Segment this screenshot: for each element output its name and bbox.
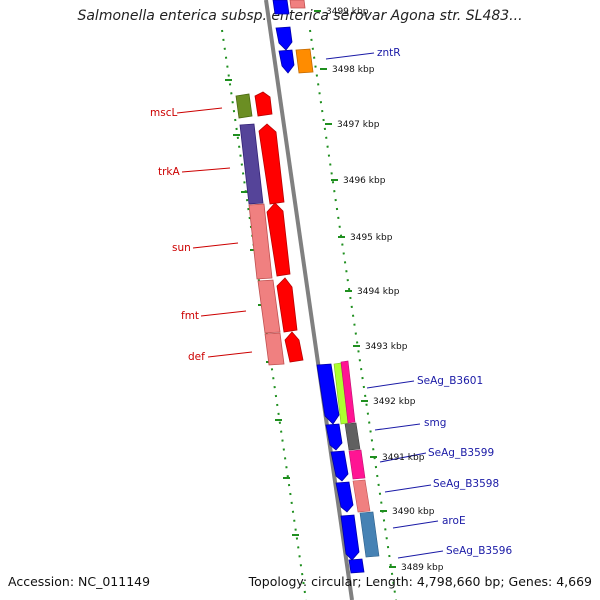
gene-label[interactable]: trkA: [158, 166, 181, 178]
tick-label: 3499 kbp: [326, 7, 369, 17]
tick-label: 3497 kbp: [337, 120, 380, 130]
gene-zntr-arrow-a: [275, 26, 293, 51]
tick-label: 3491 kbp: [382, 453, 425, 463]
gene-label[interactable]: zntR: [377, 47, 401, 59]
gene-label[interactable]: fmt: [181, 310, 199, 322]
left-gene-blocks: [235, 91, 304, 366]
gene-label[interactable]: sun: [172, 242, 191, 254]
gene-b3601-cds-magenta: [340, 360, 356, 424]
gene-label[interactable]: SeAg_B3601: [417, 375, 483, 387]
left-gene-labels: mscL trkA sun fmt def: [150, 107, 205, 363]
gene-smg-cds: [344, 422, 361, 451]
right-tick-marks: [314, 10, 396, 568]
gene-b3596-arrow: [348, 558, 365, 574]
tick-label: 3490 kbp: [392, 507, 435, 517]
gene-fmt-arrow: [276, 277, 298, 333]
gene-label[interactable]: SeAg_B3598: [433, 478, 499, 490]
gene-mscl-arrow: [254, 91, 273, 117]
gene-aroe-arrow: [340, 514, 360, 561]
gene-def-arrow: [284, 331, 304, 363]
gene-b3599-arrow: [330, 450, 349, 482]
gene-zntr-arrow-b: [278, 49, 295, 74]
gene-aroe-cds: [359, 511, 380, 558]
right-label-leaders: [325, 52, 444, 559]
right-tick-track: [309, 29, 397, 600]
tick-label: 3494 kbp: [357, 287, 400, 297]
gene-sun-arrow: [266, 202, 291, 277]
backbone-line: [264, 0, 354, 600]
tick-label: 3496 kbp: [343, 176, 386, 186]
gene-trka-cds: [239, 123, 264, 205]
gene-trka-arrow: [258, 123, 285, 205]
gene-label[interactable]: mscL: [150, 107, 177, 119]
tick-label: 3493 kbp: [365, 342, 408, 352]
gene-b3598-arrow: [335, 481, 354, 513]
gene-label[interactable]: def: [188, 351, 205, 363]
gene-label[interactable]: aroE: [442, 515, 466, 527]
gene-def-cds: [264, 332, 285, 366]
gene-label[interactable]: smg: [424, 417, 446, 429]
gene-top-partial-arrow: [272, 0, 290, 15]
gene-label[interactable]: SeAg_B3596: [446, 545, 512, 557]
gene-sun-cds: [248, 203, 273, 280]
tick-labels: 3499 kbp 3498 kbp 3497 kbp 3496 kbp 3495 kbp…: [326, 7, 444, 573]
tick-label: 3498 kbp: [332, 65, 375, 75]
gene-top-partial-cds: [289, 0, 306, 9]
map-title: Salmonella enterica subsp. enterica sero…: [77, 8, 523, 24]
gene-b3601-arrow: [316, 363, 340, 425]
gene-smg-arrow: [325, 423, 343, 451]
gene-zntr-cds: [295, 48, 314, 74]
right-gene-blocks: [272, 0, 380, 574]
gene-label[interactable]: SeAg_B3599: [428, 447, 494, 459]
accession-text: Accession: NC_011149: [8, 574, 151, 589]
tick-label: 3489 kbp: [401, 563, 444, 573]
tick-label: 3492 kbp: [373, 397, 416, 407]
topology-text: Topology: circular; Length: 4,798,660 bp…: [248, 574, 592, 589]
tick-label: 3495 kbp: [350, 233, 393, 243]
gene-mscl-cds: [235, 93, 253, 119]
gene-fmt-cds: [257, 279, 281, 334]
left-label-leaders: [176, 107, 253, 358]
gene-b3598-cds: [352, 479, 371, 513]
gene-b3599-cds: [348, 449, 366, 480]
